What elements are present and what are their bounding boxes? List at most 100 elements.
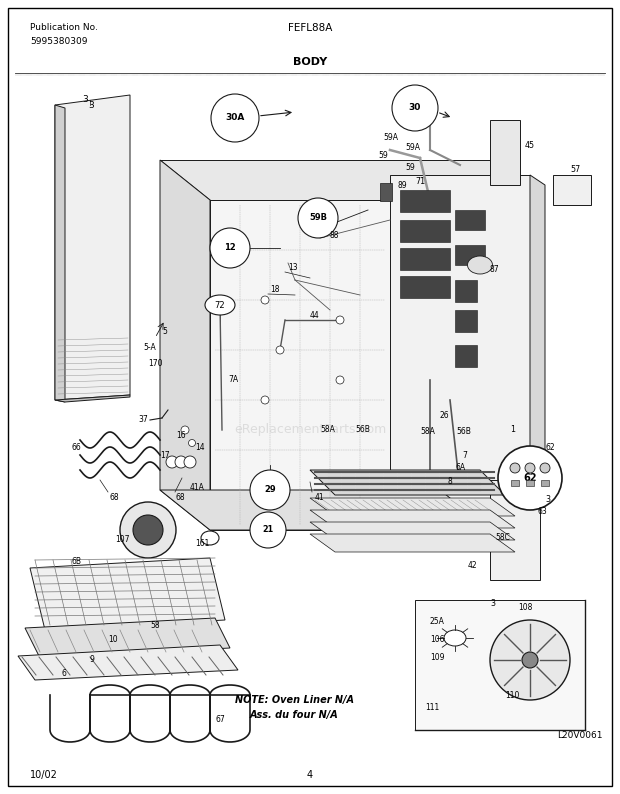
Circle shape <box>188 440 195 446</box>
Polygon shape <box>310 522 515 540</box>
Text: 18: 18 <box>270 286 280 295</box>
Text: 1: 1 <box>510 426 515 434</box>
Text: 109: 109 <box>430 653 445 662</box>
Text: 71: 71 <box>415 178 425 187</box>
Circle shape <box>250 512 286 548</box>
Text: 6A: 6A <box>455 464 465 472</box>
Text: 5995380309: 5995380309 <box>30 37 87 47</box>
Polygon shape <box>530 175 545 490</box>
Text: 10/02: 10/02 <box>30 770 58 780</box>
Text: 7: 7 <box>462 450 467 460</box>
Bar <box>455 210 485 230</box>
Text: 5-A: 5-A <box>143 344 156 353</box>
Text: 3: 3 <box>82 95 88 105</box>
Text: 72: 72 <box>215 300 225 310</box>
Ellipse shape <box>201 531 219 545</box>
Text: 41: 41 <box>315 492 325 502</box>
Text: 7A: 7A <box>228 376 238 384</box>
Bar <box>511 480 519 486</box>
Text: 44: 44 <box>310 310 320 319</box>
Bar <box>400 276 450 298</box>
Bar <box>553 175 591 205</box>
Text: 59B: 59B <box>309 214 327 222</box>
Ellipse shape <box>444 630 466 646</box>
Polygon shape <box>55 105 65 402</box>
Text: 3: 3 <box>88 101 94 110</box>
Text: BODY: BODY <box>293 57 327 67</box>
Text: 8: 8 <box>448 477 453 487</box>
Circle shape <box>181 426 189 434</box>
Text: 59A: 59A <box>383 133 398 142</box>
Text: 66: 66 <box>72 442 82 452</box>
Text: 110: 110 <box>505 691 520 700</box>
Polygon shape <box>55 395 130 402</box>
Polygon shape <box>310 510 515 528</box>
Bar <box>455 245 485 265</box>
Text: 30A: 30A <box>225 114 245 122</box>
Polygon shape <box>310 534 515 552</box>
Text: 106: 106 <box>430 635 445 645</box>
Text: 107: 107 <box>115 535 130 545</box>
Polygon shape <box>30 558 225 630</box>
Circle shape <box>250 470 290 510</box>
Text: 58A: 58A <box>420 427 435 437</box>
Polygon shape <box>390 175 530 480</box>
Circle shape <box>525 463 535 473</box>
Circle shape <box>166 456 178 468</box>
Polygon shape <box>210 200 490 530</box>
Circle shape <box>540 463 550 473</box>
Polygon shape <box>310 470 505 495</box>
Polygon shape <box>160 490 490 530</box>
Circle shape <box>336 316 344 324</box>
Text: 108: 108 <box>518 603 533 612</box>
Bar <box>490 120 520 185</box>
Bar <box>400 220 450 242</box>
Bar <box>526 480 534 486</box>
Polygon shape <box>55 95 130 400</box>
Circle shape <box>211 94 259 142</box>
Text: eReplacementParts.com: eReplacementParts.com <box>234 423 386 437</box>
Circle shape <box>175 456 187 468</box>
Text: 59A: 59A <box>405 144 420 152</box>
Text: 21: 21 <box>262 526 273 534</box>
Circle shape <box>133 515 163 545</box>
Text: 42: 42 <box>468 561 477 569</box>
Text: 58A: 58A <box>320 426 335 434</box>
Text: 12: 12 <box>224 244 236 252</box>
Circle shape <box>276 346 284 354</box>
Bar <box>455 345 477 367</box>
Polygon shape <box>25 618 230 658</box>
Circle shape <box>490 620 570 700</box>
Circle shape <box>261 396 269 404</box>
Text: 68: 68 <box>175 492 185 502</box>
Bar <box>455 310 477 332</box>
Text: 6B: 6B <box>72 557 82 565</box>
Circle shape <box>522 652 538 668</box>
Polygon shape <box>160 160 490 200</box>
Text: L20V0061: L20V0061 <box>557 730 603 739</box>
Text: 29: 29 <box>264 485 276 495</box>
Bar <box>541 480 549 486</box>
Text: NOTE: Oven Liner N/A: NOTE: Oven Liner N/A <box>235 695 354 705</box>
Text: 170: 170 <box>148 359 162 368</box>
Text: 59: 59 <box>378 151 388 160</box>
Text: 63: 63 <box>538 507 547 517</box>
Circle shape <box>120 502 176 558</box>
Text: 88: 88 <box>330 230 340 240</box>
Polygon shape <box>160 160 210 530</box>
Text: 26: 26 <box>440 410 450 419</box>
Text: 14: 14 <box>195 444 205 453</box>
Text: 67: 67 <box>215 715 224 724</box>
Text: 17: 17 <box>160 450 170 460</box>
Polygon shape <box>490 400 540 580</box>
Circle shape <box>210 228 250 268</box>
Text: 9: 9 <box>90 656 95 665</box>
Text: 16: 16 <box>176 430 185 440</box>
Text: 6: 6 <box>62 669 67 677</box>
Polygon shape <box>18 645 238 680</box>
Text: 68: 68 <box>110 492 120 502</box>
Circle shape <box>184 456 196 468</box>
Text: Ass. du four N/A: Ass. du four N/A <box>250 710 339 720</box>
Text: 41A: 41A <box>190 483 205 491</box>
Text: 10: 10 <box>108 635 118 645</box>
